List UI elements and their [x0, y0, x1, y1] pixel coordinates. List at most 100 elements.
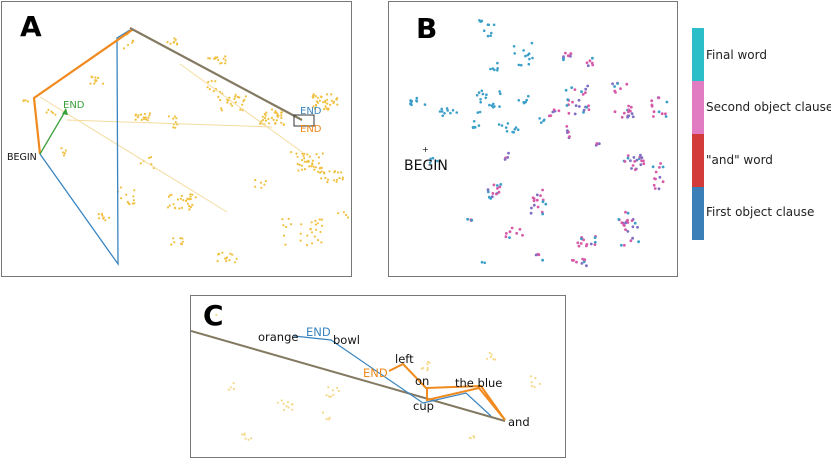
a-point	[308, 165, 311, 168]
b-point	[530, 206, 533, 210]
b-point	[574, 104, 578, 107]
b-point	[489, 67, 492, 71]
a-point	[229, 252, 232, 255]
a-point	[274, 110, 277, 113]
a-point	[170, 243, 173, 246]
b-point	[582, 238, 585, 242]
b-point	[516, 128, 520, 131]
a-point	[235, 257, 238, 260]
legend-label-and-word: "and" word	[706, 153, 773, 167]
a-point	[174, 121, 177, 124]
b-point	[508, 230, 512, 234]
a-point	[337, 212, 340, 215]
a-point	[139, 162, 142, 165]
a-point	[324, 105, 327, 108]
a-point	[312, 96, 315, 99]
c-word-and: and	[508, 415, 530, 429]
c-point	[250, 437, 253, 440]
b-point	[629, 159, 632, 163]
a-point	[172, 117, 175, 120]
a-point	[295, 152, 298, 155]
b-point	[451, 109, 455, 112]
b-point	[487, 195, 491, 199]
c-point	[229, 386, 232, 389]
a-point	[181, 240, 184, 243]
b-point	[626, 154, 630, 158]
b-point	[496, 69, 499, 72]
c-point	[530, 381, 533, 384]
a-point	[312, 105, 315, 108]
a-faint-line-3	[66, 119, 273, 128]
a-point	[233, 261, 237, 264]
b-point	[630, 112, 634, 115]
panel-a-letter: A	[20, 10, 42, 43]
b-point	[436, 159, 439, 163]
a-point	[274, 121, 277, 125]
a-point	[310, 231, 314, 234]
b-point	[497, 190, 501, 194]
a-point	[276, 114, 279, 117]
a-point	[319, 230, 322, 234]
b-point	[639, 153, 642, 157]
panel-c-plot: C orange END bowl left END on the blue c…	[191, 299, 541, 441]
a-point	[323, 171, 326, 174]
a-point	[169, 42, 172, 45]
a-point	[297, 169, 300, 172]
a-point	[325, 93, 329, 96]
b-point	[504, 126, 508, 129]
panel-c: C orange END bowl left END on the blue c…	[190, 295, 566, 458]
a-point	[208, 88, 211, 91]
b-point	[551, 110, 555, 114]
a-point	[254, 179, 257, 182]
a-point	[132, 195, 135, 198]
a-begin-label: BEGIN	[7, 152, 37, 163]
a-point	[101, 82, 105, 85]
a-point	[189, 193, 192, 196]
b-point	[522, 49, 525, 52]
b-point	[499, 92, 502, 95]
a-point	[178, 207, 181, 210]
b-point	[573, 88, 577, 91]
b-point	[664, 112, 667, 116]
b-point	[423, 103, 427, 106]
b-point	[661, 165, 665, 169]
a-point	[218, 252, 221, 255]
b-point	[517, 63, 521, 67]
b-point	[625, 82, 629, 86]
c-point	[336, 386, 339, 389]
c-word-end-blue: END	[306, 325, 331, 339]
b-point	[512, 131, 515, 134]
a-point	[285, 225, 288, 229]
a-point	[314, 219, 317, 222]
panel-a-plot: A BEGIN END END END	[7, 10, 350, 267]
a-point	[144, 116, 147, 119]
a-point	[182, 199, 185, 202]
b-point	[657, 110, 661, 114]
b-point	[492, 102, 495, 106]
c-point	[534, 377, 537, 380]
a-point	[272, 118, 275, 121]
b-point	[626, 211, 630, 215]
a-point	[94, 76, 97, 79]
a-point	[341, 178, 344, 181]
a-point	[120, 197, 123, 200]
b-point	[441, 114, 444, 118]
b-point	[513, 52, 516, 55]
b-point	[499, 183, 503, 186]
a-point	[328, 170, 331, 173]
c-word-bowl: bowl	[333, 333, 360, 347]
b-point	[480, 260, 484, 264]
b-point	[581, 93, 585, 96]
c-point	[280, 399, 283, 402]
b-point	[622, 224, 626, 227]
c-point	[529, 375, 533, 378]
a-point	[263, 112, 266, 116]
b-point	[449, 111, 452, 115]
b-point	[586, 64, 590, 68]
a-point	[267, 117, 270, 120]
b-point	[566, 98, 570, 101]
a-point	[189, 205, 193, 209]
b-point	[527, 62, 531, 66]
a-point	[173, 37, 176, 40]
b-point	[620, 115, 624, 119]
